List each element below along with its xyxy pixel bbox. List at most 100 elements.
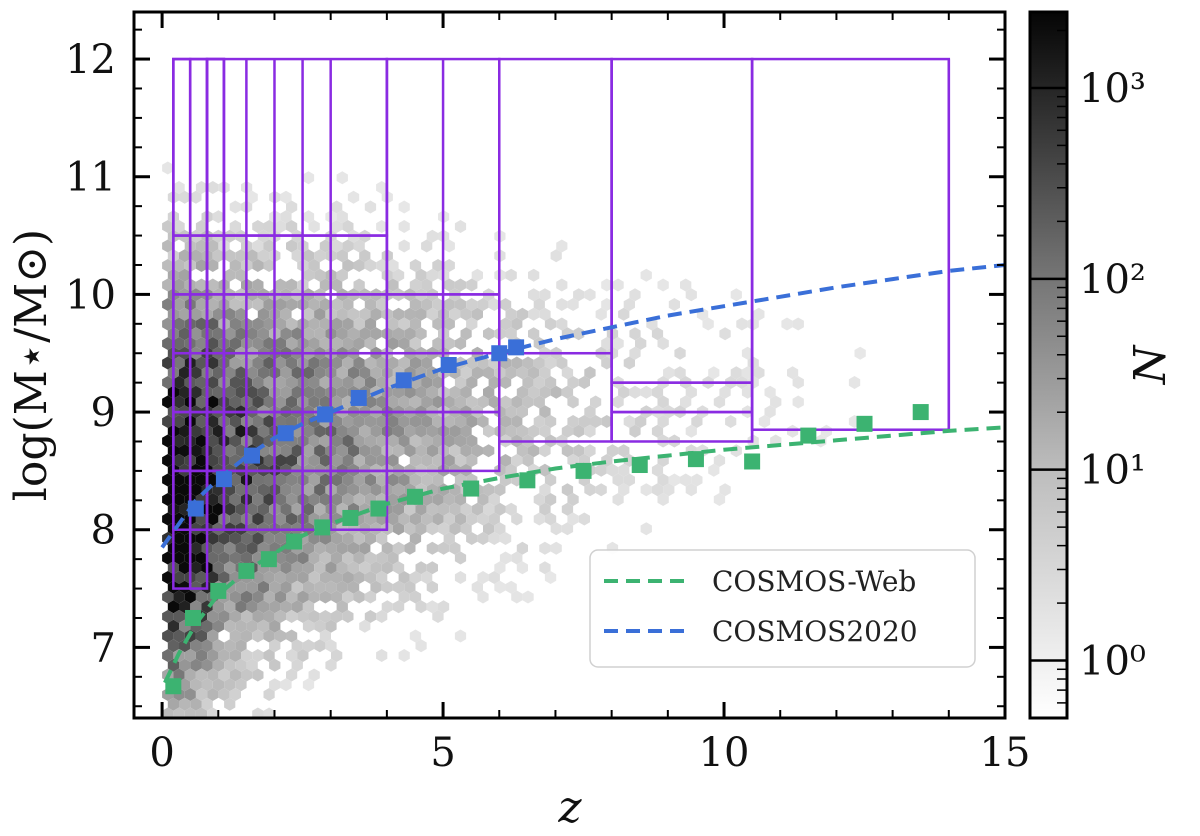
density-hexbin — [612, 395, 624, 409]
density-hexbin — [342, 317, 354, 331]
density-hexbin — [635, 337, 647, 350]
density-hexbin — [201, 658, 213, 672]
density-hexbin — [319, 317, 331, 331]
density-hexbin — [207, 454, 219, 467]
density-hexbin — [623, 415, 635, 428]
density-hexbin — [522, 590, 534, 604]
density-hexbin — [381, 541, 393, 555]
density-hexbin — [280, 678, 292, 692]
density-hexbin — [421, 571, 433, 584]
density-hexbin — [314, 366, 326, 380]
density-hexbin — [229, 512, 241, 526]
density-hexbin — [584, 405, 596, 419]
density-hexbin — [302, 678, 315, 692]
density-hexbin — [342, 610, 354, 623]
density-hexbin — [336, 580, 348, 594]
density-hexbin — [432, 610, 444, 623]
x-tick-label: 0 — [149, 730, 174, 776]
density-hexbin — [162, 493, 174, 506]
plot-frame — [132, 10, 1007, 720]
density-hexbin — [235, 541, 247, 555]
density-hexbin — [263, 493, 275, 506]
density-hexbin — [567, 376, 579, 389]
density-hexbin — [454, 454, 467, 467]
density-hexbin — [618, 463, 630, 477]
density-hexbin — [302, 307, 315, 321]
density-hexbin — [280, 444, 292, 458]
density-hexbin — [319, 493, 331, 506]
density-hexbin — [257, 249, 270, 263]
density-hexbin — [319, 629, 331, 643]
density-hexbin — [460, 366, 472, 380]
density-hexbin — [297, 571, 309, 584]
density-hexbin — [212, 444, 225, 458]
density-hexbin — [561, 502, 574, 516]
density-hexbin — [235, 600, 247, 614]
density-hexbin — [246, 385, 258, 399]
density-hexbin — [314, 502, 326, 516]
density-hexbin — [347, 541, 360, 555]
density-hexbin — [207, 259, 219, 272]
density-hexbin — [454, 512, 467, 526]
density-hexbin — [392, 502, 405, 516]
density-hexbin — [359, 307, 371, 321]
y-tick-label: 10 — [65, 272, 116, 318]
density-hexbin — [319, 278, 331, 292]
density-hexbin — [376, 415, 388, 428]
density-hexbin — [376, 298, 388, 311]
density-hexbin — [516, 307, 528, 321]
density-hexbin — [302, 600, 315, 614]
density-hexbin — [195, 532, 208, 545]
density-hexbin — [550, 249, 562, 263]
density-hexbin — [336, 483, 348, 497]
density-hexbin — [409, 298, 422, 311]
density-hexbin — [426, 522, 438, 536]
density-hexbin — [539, 385, 551, 399]
density-hexbin — [162, 376, 174, 389]
density-hexbin — [539, 307, 551, 321]
density-hexbin — [162, 571, 174, 584]
density-hexbin — [162, 707, 174, 718]
point-cosmos2020 — [317, 406, 334, 423]
density-hexbin — [286, 649, 298, 662]
density-hexbin — [573, 327, 585, 341]
density-hexbin — [590, 395, 602, 409]
density-hexbin — [561, 522, 574, 536]
density-hexbin — [505, 268, 517, 282]
density-hexbin — [190, 541, 202, 555]
density-hexbin — [629, 346, 641, 360]
point-cosmos-web — [744, 453, 761, 470]
density-hexbin — [376, 532, 388, 545]
density-hexbin — [449, 541, 461, 555]
density-hexbin — [173, 473, 185, 487]
density-hexbin — [286, 629, 298, 643]
density-hexbin — [274, 512, 286, 526]
density-hexbin — [291, 366, 303, 380]
density-hexbin — [218, 610, 230, 623]
density-hexbin — [229, 220, 241, 233]
point-cosmos-web — [370, 500, 387, 517]
density-hexbin — [443, 434, 455, 448]
density-hexbin — [173, 454, 185, 467]
legend: COSMOS-Web COSMOS2020 — [589, 549, 976, 668]
density-hexbin — [286, 337, 298, 350]
density-hexbin — [347, 190, 360, 204]
density-hexbin — [263, 532, 275, 545]
density-hexbin — [195, 317, 208, 331]
density-hexbin — [471, 268, 483, 282]
density-hexbin — [162, 298, 174, 311]
point-cosmos2020 — [244, 447, 261, 464]
axis-tick-labels: 0 5 10 15 7 8 9 10 11 12 — [65, 37, 1030, 776]
density-hexbin — [364, 356, 377, 370]
density-hexbin — [511, 454, 523, 467]
density-hexbin — [235, 658, 247, 672]
density-hexbin — [544, 317, 557, 331]
density-hexbin — [342, 239, 354, 253]
density-hexbin — [308, 356, 320, 370]
density-hexbin — [404, 327, 416, 341]
density-hexbin — [595, 307, 607, 321]
density-hexbin — [162, 317, 174, 331]
density-hexbin — [398, 571, 410, 584]
density-hexbin — [680, 278, 692, 292]
